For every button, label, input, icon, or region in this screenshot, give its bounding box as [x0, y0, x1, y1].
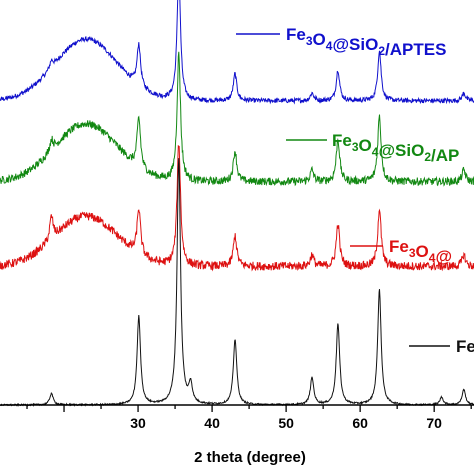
legend-entry-1: Fe3O4@SiO2/APTES [236, 25, 446, 59]
legend-entry-2: Fe3O4@SiO2/AP [286, 131, 459, 165]
legend-entry-4: Fe [409, 337, 474, 356]
legend-label-3: Fe3O4@ [389, 237, 452, 266]
legend-entry-3: Fe3O4@ [350, 237, 452, 266]
legend-label-2: Fe3O4@SiO2/AP [332, 131, 459, 165]
x-tick-label: 40 [204, 415, 220, 431]
legend-layer: Fe3O4@SiO2/APTES Fe3O4@SiO2/AP Fe3O4@ Fe [236, 25, 474, 356]
trace-layer [0, 0, 474, 408]
series-line-4 [0, 158, 474, 408]
x-tick-label: 30 [130, 415, 146, 431]
legend-label-1: Fe3O4@SiO2/APTES [286, 25, 446, 59]
x-tick-label: 50 [278, 415, 294, 431]
x-tick-label: 60 [352, 415, 368, 431]
x-tick-label: 70 [426, 415, 442, 431]
series-line-1 [0, 0, 474, 105]
legend-label-4: Fe [456, 337, 474, 356]
series-line-3 [0, 145, 474, 272]
series-line-2 [0, 51, 474, 187]
x-axis-title: 2 theta (degree) [194, 449, 306, 466]
x-axis: 30 40 50 60 70 [0, 404, 474, 431]
